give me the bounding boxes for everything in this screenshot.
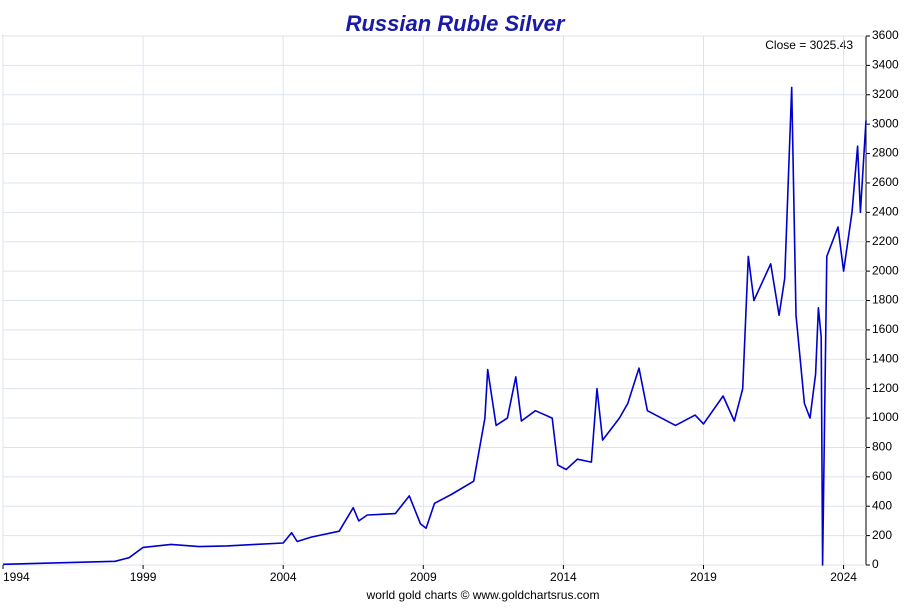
y-tick-label: 2400 [872, 205, 899, 219]
y-tick-label: 2200 [872, 234, 899, 248]
y-tick-label: 2600 [872, 175, 899, 189]
x-tick-label: 2009 [410, 570, 437, 584]
y-tick-label: 1000 [872, 410, 899, 424]
y-tick-label: 800 [872, 440, 892, 454]
y-tick-label: 600 [872, 469, 892, 483]
close-annotation: Close = 3025.43 [765, 38, 853, 52]
y-tick-label: 3400 [872, 58, 899, 72]
y-tick-label: 1800 [872, 293, 899, 307]
y-tick-label: 3600 [872, 28, 899, 42]
y-tick-label: 3000 [872, 116, 899, 130]
y-tick-label: 3200 [872, 87, 899, 101]
x-tick-label: 2024 [830, 570, 857, 584]
chart-title: Russian Ruble Silver [346, 11, 566, 36]
y-tick-label: 200 [872, 528, 892, 542]
y-tick-label: 2800 [872, 146, 899, 160]
x-tick-label: 1999 [130, 570, 157, 584]
footer: world gold charts © www.goldchartsrus.co… [366, 588, 600, 602]
x-tick-label: 1994 [3, 570, 30, 584]
x-tick-label: 2014 [550, 570, 577, 584]
price-line [2, 86, 867, 566]
y-tick-label: 1400 [872, 351, 899, 365]
y-tick-label: 400 [872, 498, 892, 512]
y-tick-label: 2000 [872, 263, 899, 277]
x-tick-label: 2019 [690, 570, 717, 584]
x-tick-label: 2004 [270, 570, 297, 584]
y-tick-label: 1200 [872, 381, 899, 395]
y-tick-label: 0 [872, 557, 879, 571]
y-tick-label: 1600 [872, 322, 899, 336]
